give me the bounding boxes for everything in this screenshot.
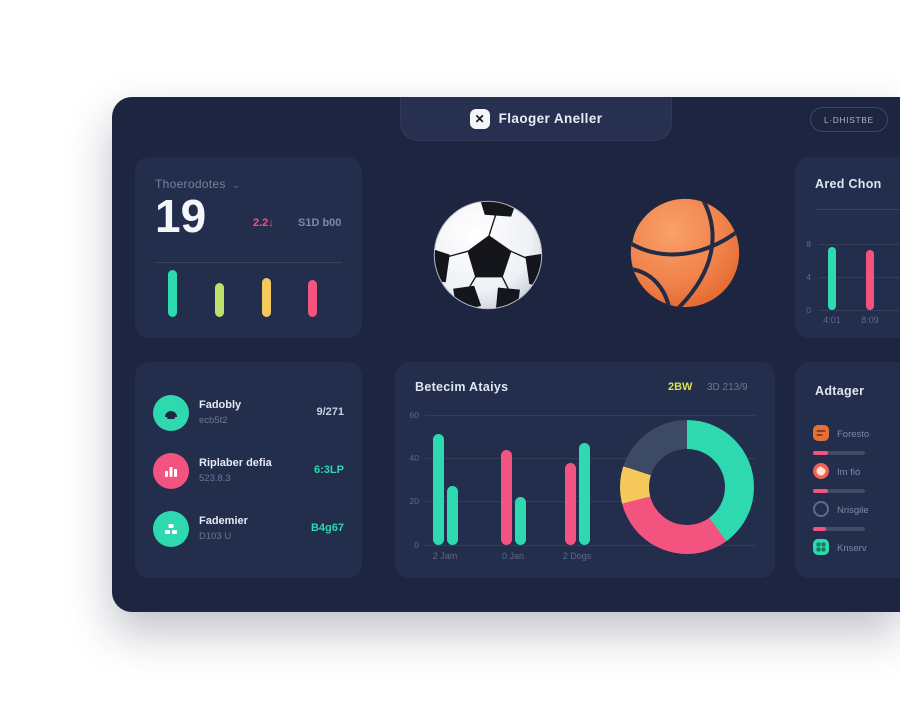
list-item[interactable]: Fadobly ecb5t2 9/271	[153, 395, 344, 431]
y-tick: 0	[414, 540, 419, 550]
mini-bar	[215, 283, 224, 317]
dome-icon	[153, 395, 189, 431]
x-tick: 0 Jan	[501, 551, 525, 561]
legend-item-label[interactable]: Im fió	[837, 467, 861, 478]
progress-fill	[813, 451, 828, 455]
progress-bar	[813, 527, 865, 531]
basketball-image	[630, 198, 740, 308]
list-item-value: B4g67	[310, 522, 344, 534]
donut-chart	[620, 420, 754, 554]
app-logo-x-icon: ✕	[469, 108, 490, 129]
analytics-subtext: 3D 213/9	[707, 382, 748, 393]
y-tick: 40	[409, 453, 419, 463]
gridline	[425, 458, 755, 459]
metrics-list-card: Fadobly ecb5t2 9/271 Riplaber defia 523.…	[135, 362, 362, 578]
list-item[interactable]: Riplaber defia 523.8.3 6:3LP	[153, 453, 344, 489]
list-item-title: Riplaber defia	[199, 457, 272, 469]
boxes-icon	[153, 511, 189, 547]
y-tick: 20	[409, 496, 419, 506]
list-item-title: Fadobly	[199, 399, 242, 411]
gridline	[819, 277, 900, 278]
y-tick: 0	[806, 305, 811, 315]
bar	[565, 463, 576, 545]
divider	[155, 262, 342, 263]
legend-item-label[interactable]: Foresto	[837, 429, 870, 440]
list-item-value: 6:3LP	[314, 464, 344, 476]
x-tick: 2 Jam	[432, 551, 458, 561]
gridline	[819, 310, 900, 311]
bar	[501, 450, 512, 545]
x-tick: 4:01	[823, 315, 841, 325]
bar	[579, 443, 590, 545]
app-header: ✕ Flaoger Aneller	[400, 97, 672, 141]
progress-bar	[813, 451, 865, 455]
chevron-down-icon: ⌄	[231, 180, 241, 191]
stats-card-title-row[interactable]: Thoerodotes ⌄	[155, 175, 240, 193]
list-item-subtitle: ecb5t2	[199, 415, 228, 426]
list-item-subtitle: 523.8.3	[199, 473, 231, 484]
divider	[815, 209, 900, 210]
legend-item-label[interactable]: Knserv	[837, 543, 867, 554]
ared-chon-card: Ared Chon 8 4 0 4:01 8:09	[795, 157, 900, 338]
adtager-card: Adtager Foresto Im fió Nrisgile	[795, 362, 900, 578]
list-item-title: Fademier	[199, 515, 248, 527]
grouped-bar-chart	[395, 362, 775, 545]
chart-icon	[153, 453, 189, 489]
mini-bar	[168, 270, 177, 317]
y-tick: 60	[409, 410, 419, 420]
analytics-badge: 2BW	[668, 381, 693, 393]
bar	[515, 497, 526, 545]
big-stat-value: 19	[155, 190, 207, 242]
weekly-mini-bar-chart	[135, 270, 362, 317]
bar	[866, 250, 874, 310]
list-item-value: 9/271	[316, 406, 344, 418]
grid-icon	[813, 539, 829, 555]
gridline	[425, 545, 755, 546]
analytics-card-title: Betecim Ataiys	[415, 380, 509, 394]
bar	[433, 434, 444, 545]
y-tick: 8	[806, 239, 811, 249]
stats-card-title: Thoerodotes	[155, 177, 226, 191]
analytics-card: Betecim Ataiys 2BW 3D 213/9 60 40 20 0	[395, 362, 775, 578]
list-item[interactable]: Fademier D103 U B4g67	[153, 511, 344, 547]
dashboard-panel: ✕ Flaoger Aneller L·DHISTBE Thoerodotes ⌄…	[112, 97, 900, 612]
gridline	[819, 244, 900, 245]
legend-item-label[interactable]: Nrisgile	[837, 505, 869, 516]
x-tick: 8:09	[861, 315, 879, 325]
ared-chon-title: Ared Chon	[815, 177, 882, 191]
y-tick: 4	[806, 272, 811, 282]
mini-bar	[308, 280, 317, 317]
adtager-title: Adtager	[815, 384, 865, 398]
bar	[828, 247, 836, 310]
stats-card: Thoerodotes ⌄ 19 2.2↓ S1D b00	[135, 157, 362, 338]
soccer-ball-image	[433, 200, 543, 310]
list-icon	[813, 425, 829, 441]
gridline	[425, 415, 755, 416]
stat-secondary: S1D b00	[298, 217, 342, 229]
progress-fill	[813, 527, 826, 531]
x-tick: 2 Dogs	[562, 551, 592, 561]
stat-delta-pink: 2.2↓	[253, 217, 274, 229]
gridline	[425, 501, 755, 502]
progress-fill	[813, 489, 828, 493]
progress-bar	[813, 489, 865, 493]
chat-icon	[813, 463, 829, 479]
bar	[447, 486, 458, 545]
x-glyph: ✕	[474, 111, 485, 126]
circle-outline-icon	[813, 501, 829, 517]
list-item-subtitle: D103 U	[199, 531, 232, 542]
app-title: Flaoger Aneller	[498, 111, 603, 126]
header-action-button[interactable]: L·DHISTBE	[810, 107, 888, 132]
donut-hole	[649, 449, 725, 525]
mini-bar	[262, 278, 271, 317]
